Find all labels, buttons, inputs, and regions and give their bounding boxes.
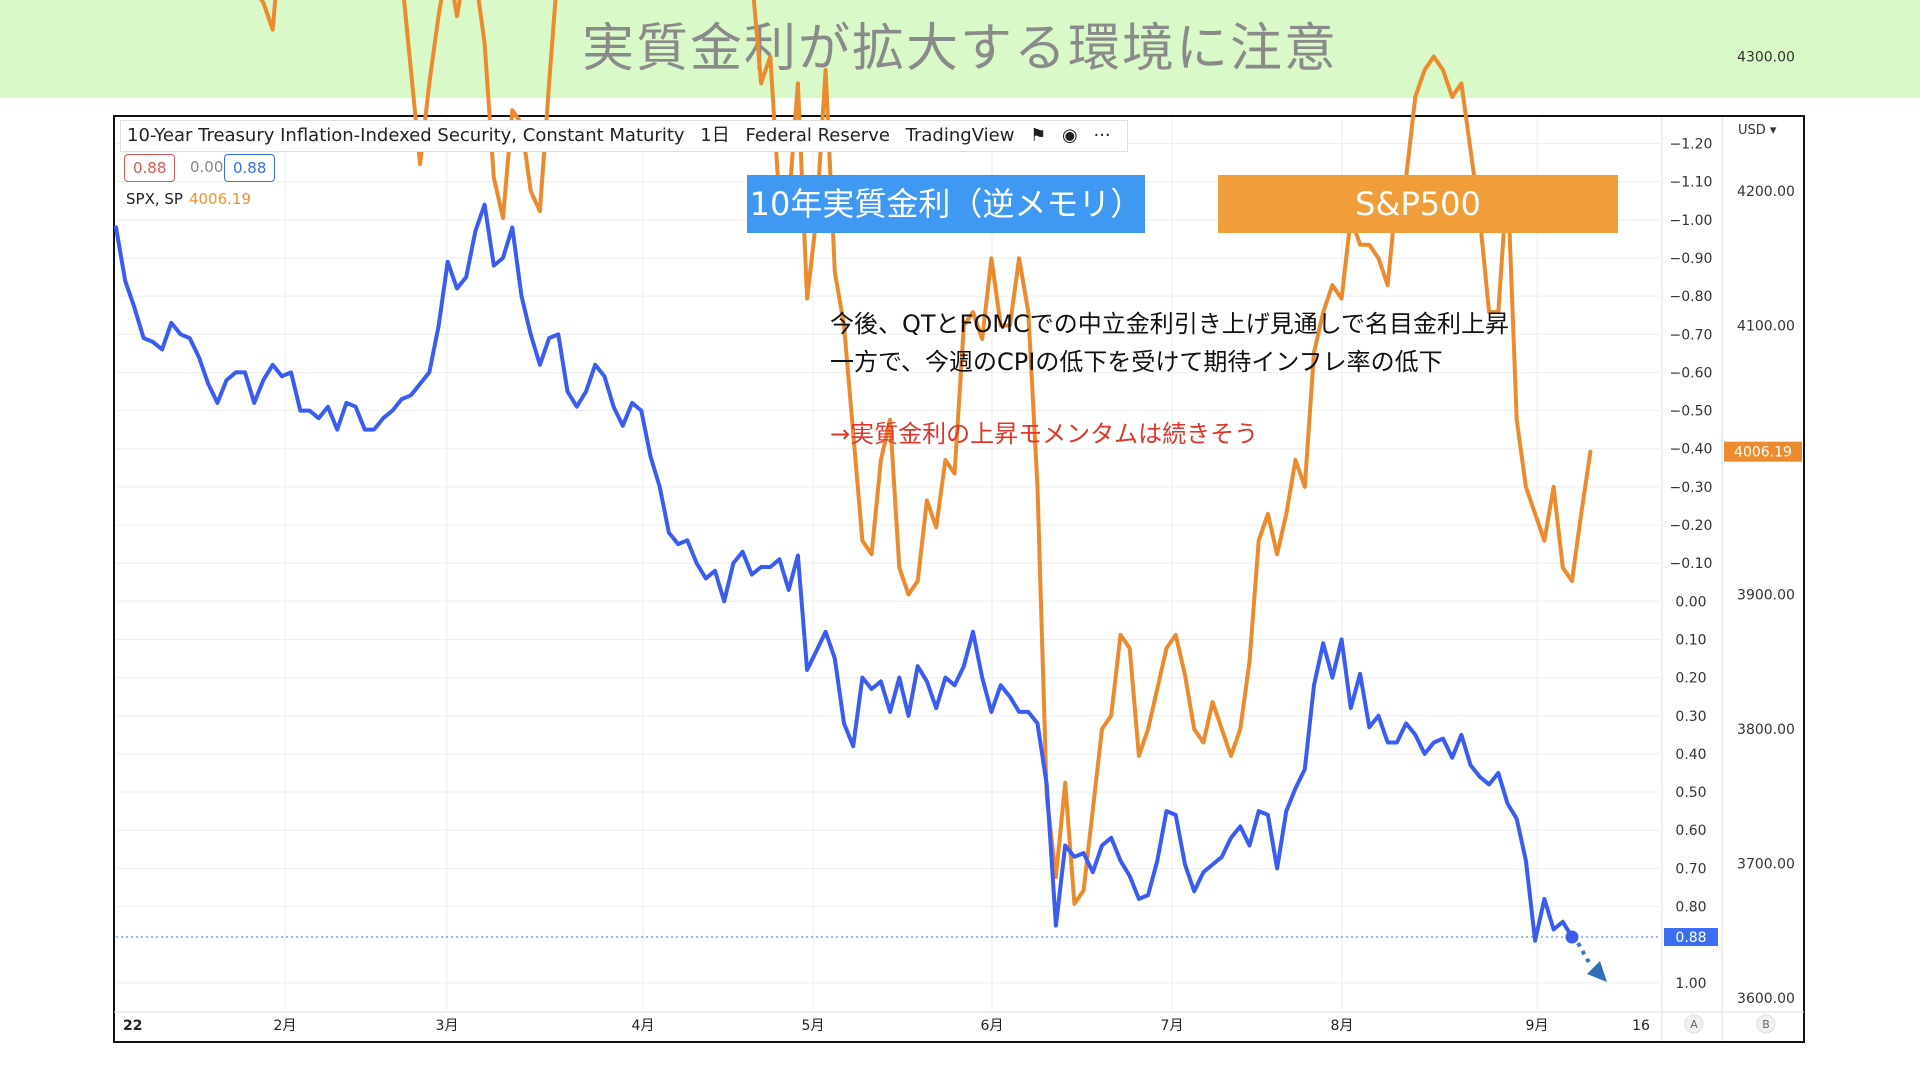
real-axis-tick-label: 0.50 <box>1675 785 1706 801</box>
real-axis-tick-label: 0.40 <box>1675 747 1706 763</box>
projection-arrow-line <box>1576 942 1593 967</box>
spx-label: S&P500 <box>1218 175 1618 233</box>
more-icon[interactable]: ··· <box>1093 125 1111 146</box>
real-axis-tick-label: −0.20 <box>1670 518 1713 534</box>
real-rate-end-point <box>1565 930 1579 944</box>
title-banner: 実質金利が拡大する環境に注意 <box>0 0 1920 98</box>
change-value: 0.00 <box>190 158 224 176</box>
legend-symbol: 10-Year Treasury Inflation-Indexed Secur… <box>127 125 685 146</box>
real-axis-tick-label: −0.30 <box>1670 480 1713 496</box>
real-axis-tick-label: 0.20 <box>1675 671 1706 687</box>
real-axis-tick-label: −0.50 <box>1670 404 1713 420</box>
real-current-badge <box>1664 928 1718 947</box>
real-axis-tick-label: 0.70 <box>1675 861 1706 877</box>
legend-interval: 1日 <box>700 125 730 146</box>
page-title: 実質金利が拡大する環境に注意 <box>581 19 1338 79</box>
spx-current-badge <box>1724 441 1802 462</box>
spx-axis-tick-label: 4200.00 <box>1737 184 1795 200</box>
spx-legend-label: SPX, SP <box>126 190 183 208</box>
spx-current-badge-label: 4006.19 <box>1734 445 1792 461</box>
series-legend-title[interactable]: 10-Year Treasury Inflation-Indexed Secur… <box>120 120 1128 152</box>
legend-source: Federal Reserve <box>745 125 890 146</box>
real-axis-tick-label: −0.90 <box>1670 251 1713 267</box>
spx-axis-tick-label: 3600.00 <box>1737 991 1795 1007</box>
x-tick-label: 5月 <box>802 1018 825 1034</box>
real-axis-tick-label: 0.80 <box>1675 900 1706 916</box>
note-conclusion: →実質金利の上昇モメンタムは続きそう <box>830 420 1259 448</box>
x-tick-label: 8月 <box>1331 1018 1354 1034</box>
real-current-badge-label: 0.88 <box>1675 930 1706 946</box>
open-value-badge: 0.88 <box>124 154 176 182</box>
axis-button-label: B <box>1762 1018 1770 1031</box>
chart-grid <box>116 118 1660 1010</box>
x-tick-label: 9月 <box>1526 1018 1549 1034</box>
legend-platform: TradingView <box>905 125 1015 146</box>
real-axis-tick-label: −0.10 <box>1670 556 1713 572</box>
x-tick-label: 16 <box>1632 1018 1650 1034</box>
real-axis-tick-label: −0.70 <box>1670 327 1713 343</box>
x-tick-label: 3月 <box>436 1018 459 1034</box>
real-axis-tick-label: 0.10 <box>1675 632 1706 648</box>
eye-icon[interactable]: ◉ <box>1062 125 1078 146</box>
real-axis-tick-label: −1.10 <box>1670 175 1713 191</box>
axis-button-B <box>1756 1014 1776 1034</box>
x-tick-label: 2月 <box>274 1018 297 1034</box>
spx-axis-tick-label: 4100.00 <box>1737 319 1795 335</box>
real-axis-tick-label: −0.80 <box>1670 289 1713 305</box>
real-axis-tick-label: −0.60 <box>1670 365 1713 381</box>
real-axis-tick-label: 0.60 <box>1675 823 1706 839</box>
spx-axis-tick-label: 3700.00 <box>1737 857 1795 873</box>
spx-axis-tick-label: 3800.00 <box>1737 722 1795 738</box>
spx-axis-tick-label: 4300.00 <box>1737 50 1795 66</box>
x-tick-label: 6月 <box>981 1018 1004 1034</box>
spx-series-line <box>259 0 1593 906</box>
price-axis: 22 2月 3月 4月 5月 6月 7月 8月 9月 16 −1.20 −1.10 −1.00 −0.90… <box>114 50 1804 1041</box>
x-tick-label: 7月 <box>1161 1018 1184 1034</box>
x-tick-label: 22 <box>123 1018 142 1034</box>
real-rate-series-line <box>114 202 1574 943</box>
real-axis-tick-label: −1.00 <box>1670 213 1713 229</box>
axis-button-A <box>1684 1014 1704 1034</box>
chart-frame <box>113 115 1805 1043</box>
currency-label: USD ▾ <box>1738 123 1777 138</box>
projection-arrowhead-icon <box>1587 961 1607 982</box>
spx-axis-tick-label: 3900.00 <box>1737 588 1795 604</box>
axis-button-label: A <box>1690 1018 1698 1031</box>
x-tick-label: 4月 <box>632 1018 655 1034</box>
real-axis-tick-label: 0.30 <box>1675 709 1706 725</box>
close-value-badge: 0.88 <box>224 154 276 182</box>
note-line-1: 今後、QTとFOMCでの中立金利引き上げ見通しで名目金利上昇 <box>830 310 1509 338</box>
legend-flag-icon[interactable]: ⚑ <box>1030 125 1047 146</box>
spx-legend[interactable]: SPX, SP 4006.19 <box>126 190 251 208</box>
real-axis-tick-label: 1.00 <box>1675 976 1706 992</box>
spx-legend-value: 4006.19 <box>188 190 251 208</box>
plot-area <box>114 0 1607 982</box>
real-axis-tick-label: 0.00 <box>1675 594 1706 610</box>
real-axis-tick-label: −0.40 <box>1670 442 1713 458</box>
note-line-2: 一方で、今週のCPIの低下を受けて期待インフレ率の低下 <box>830 348 1443 376</box>
real-rate-label: 10年実質金利（逆メモリ） <box>747 175 1145 233</box>
real-axis-tick-label: −1.20 <box>1670 137 1713 153</box>
